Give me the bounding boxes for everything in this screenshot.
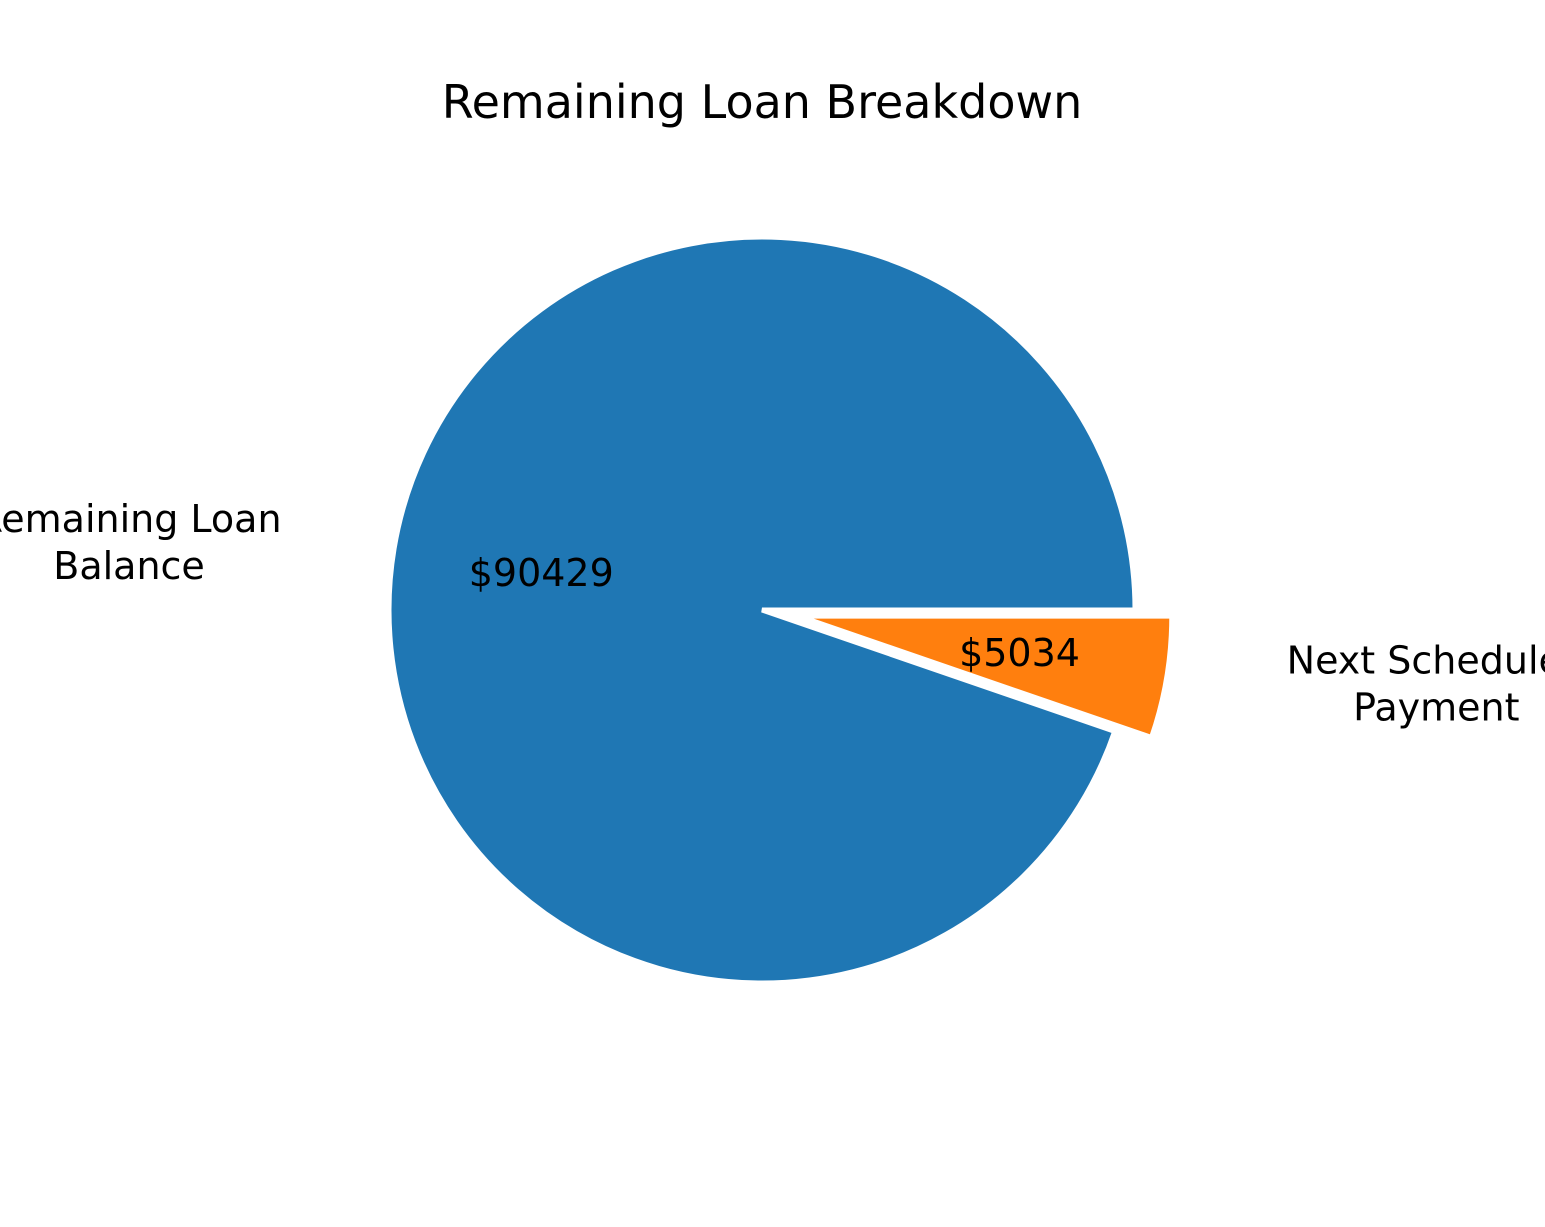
slice-label-line: Remaining Loan xyxy=(0,497,282,541)
slice-value-label-0: $90429 xyxy=(469,551,614,595)
chart-title: Remaining Loan Breakdown xyxy=(442,75,1083,129)
pie-slice-0 xyxy=(386,234,1138,986)
slice-label-1: Next ScheduledPayment xyxy=(1287,638,1545,729)
slice-label-0: Remaining Loan Balance xyxy=(0,497,282,588)
slice-label-line: Next Scheduled xyxy=(1287,638,1545,682)
pie-slice-1 xyxy=(797,613,1175,741)
slice-value-label-1: $5034 xyxy=(959,631,1080,675)
pie-slices xyxy=(386,234,1175,986)
slice-label-line: Payment xyxy=(1353,685,1519,729)
slice-label-line: Balance xyxy=(53,544,205,588)
